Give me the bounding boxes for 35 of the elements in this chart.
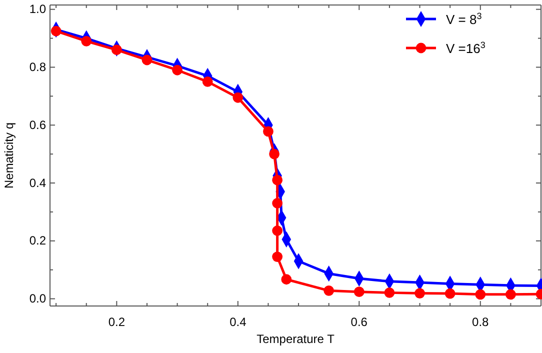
point bbox=[263, 126, 274, 137]
x-tick-label: 0.2 bbox=[108, 314, 126, 329]
point bbox=[272, 198, 283, 208]
point bbox=[269, 148, 280, 160]
point bbox=[324, 285, 334, 296]
point bbox=[272, 252, 283, 262]
point bbox=[111, 44, 122, 56]
x-tick-label: 0.6 bbox=[350, 314, 368, 329]
y-tick-label: 0.2 bbox=[29, 234, 46, 248]
y-tick-label: 0.4 bbox=[29, 176, 46, 190]
point bbox=[444, 288, 456, 299]
x-tick-label: 0.8 bbox=[472, 314, 490, 329]
point bbox=[354, 286, 364, 298]
legend-label: V = 8$^{3}$ bbox=[446, 11, 482, 27]
y-tick-label: 0.0 bbox=[29, 292, 46, 306]
point bbox=[50, 26, 62, 36]
point bbox=[272, 174, 283, 186]
point bbox=[232, 92, 244, 103]
point bbox=[202, 76, 213, 87]
y-axis-title: Nematicity q bbox=[2, 122, 16, 189]
y-tick-label: 1.0 bbox=[29, 2, 46, 16]
x-tick-label: 0.4 bbox=[230, 314, 247, 329]
y-tick-label: 0.8 bbox=[29, 60, 46, 74]
point bbox=[414, 288, 425, 298]
point bbox=[81, 36, 92, 46]
y-tick-label: 0.6 bbox=[29, 118, 46, 132]
point bbox=[475, 289, 486, 300]
point bbox=[384, 287, 395, 298]
point bbox=[281, 274, 292, 285]
point bbox=[142, 54, 152, 66]
point bbox=[505, 289, 516, 300]
x-axis-title: Temperature T bbox=[256, 332, 336, 346]
point bbox=[172, 64, 182, 76]
legend-label: V =16$^{3}$ bbox=[446, 40, 486, 56]
point bbox=[272, 226, 283, 236]
